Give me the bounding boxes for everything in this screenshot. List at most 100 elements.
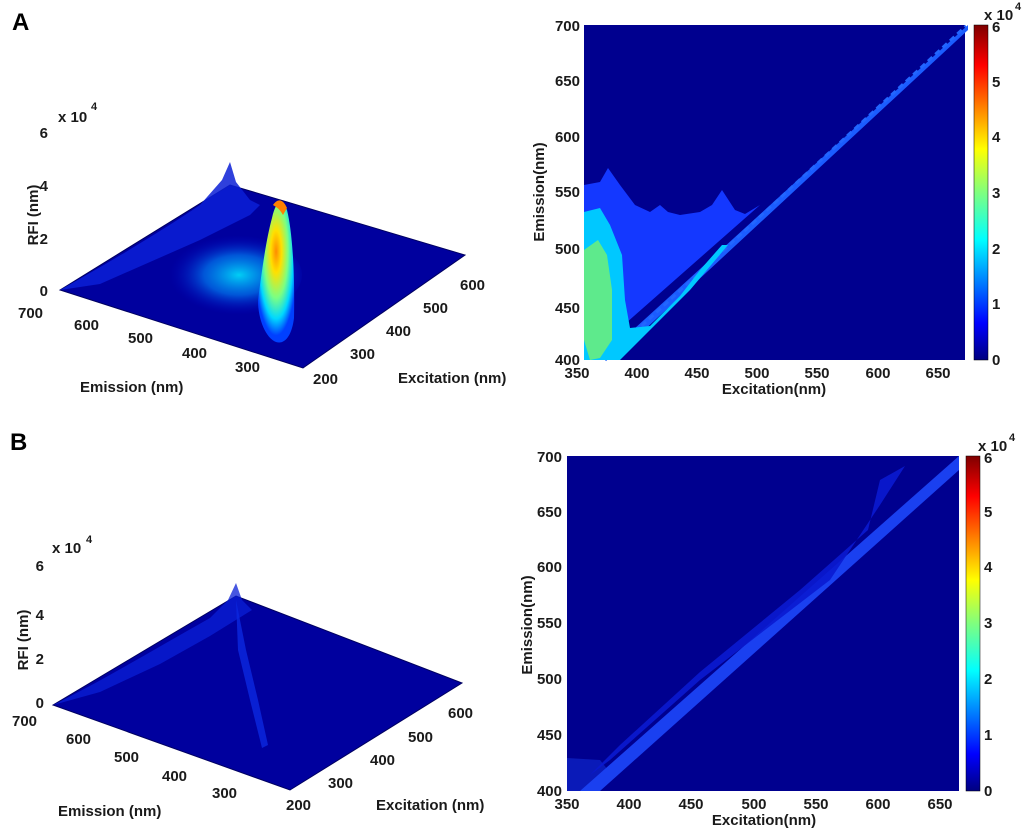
contour-level-2-a [584,208,728,360]
z-exponent-b: 4 [86,534,93,546]
z-multiplier-a: x 10 [58,109,87,126]
ex-tick-a-200: 200 [313,371,338,388]
x-tick-b-650: 650 [927,796,952,813]
y-tick-a-550: 550 [555,184,580,201]
heatmap-a [584,24,989,362]
y-axis-label-b: Emission(nm) [519,575,536,674]
y-tick-b-700: 700 [537,449,562,466]
cbar-tick-a-1: 1 [992,296,1000,313]
em-tick-b-400: 400 [162,768,187,785]
diagonal-dashes-a [603,24,968,362]
z-tick-b-6: 6 [36,558,44,575]
ex-tick-b-300: 300 [328,775,353,792]
em-tick-a-700: 700 [18,305,43,322]
x-axis-label-b-surface: Emission (nm) [58,803,161,820]
z-tick-b-4: 4 [36,607,45,624]
colorbar-b-ticks: 0 1 2 3 4 5 6 x 10 4 [978,432,1016,800]
y-tick-a-650: 650 [555,73,580,90]
em-tick-b-600: 600 [66,731,91,748]
cbar-multiplier-b: x 10 [978,438,1007,455]
heatmap-a-yticks: 400 450 500 550 600 650 700 [555,18,580,369]
colorbar-b [965,455,981,792]
x-tick-a-450: 450 [684,365,709,382]
ex-tick-b-400: 400 [370,752,395,769]
contour-level-3-a [584,240,612,360]
em-tick-b-500: 500 [114,749,139,766]
ridge-a [60,162,260,290]
z-axis-label-a: RFI (nm) [25,185,42,246]
x-tick-b-600: 600 [865,796,890,813]
cbar-tick-a-4: 4 [992,129,1001,146]
main-peak-a [258,202,295,343]
z-tick-a-6: 6 [40,125,48,142]
cbar-tick-b-6: 6 [984,450,992,467]
y-tick-b-500: 500 [537,671,562,688]
cbar-tick-b-0: 0 [984,783,992,800]
x-tick-b-400: 400 [616,796,641,813]
x-tick-b-350: 350 [554,796,579,813]
heatmap-bg-a [584,25,965,360]
y-tick-a-500: 500 [555,241,580,258]
y-tick-b-600: 600 [537,559,562,576]
z-tick-a-0: 0 [40,283,48,300]
panel-letter-a: A [12,9,29,36]
z-exponent-a: 4 [91,101,98,113]
heatmap-a-xticks: 350 400 450 500 550 600 650 [564,365,950,382]
y-tick-b-650: 650 [537,504,562,521]
ex-tick-a-600: 600 [460,277,485,294]
ex-tick-a-500: 500 [423,300,448,317]
em-tick-b-700: 700 [12,713,37,730]
ex-tick-b-200: 200 [286,797,311,814]
z-tick-b-2: 2 [36,651,44,668]
cbar-tick-b-4: 4 [984,559,993,576]
x-axis-label-a: Excitation(nm) [722,381,826,398]
y-axis-label-b-surface: Excitation (nm) [376,797,484,814]
y-tick-a-400: 400 [555,352,580,369]
em-tick-a-400: 400 [182,345,207,362]
y-axis-label-a: Emission(nm) [531,142,548,241]
z-axis-label-b: RFI (nm) [15,610,32,671]
colorbar-a [973,24,989,361]
ex-tick-b-500: 500 [408,729,433,746]
contour-level-1-a [584,168,768,360]
z-tick-b-0: 0 [36,695,44,712]
z-multiplier-b: x 10 [52,540,81,557]
em-tick-a-600: 600 [74,317,99,334]
y-tick-b-450: 450 [537,727,562,744]
x-tick-b-500: 500 [741,796,766,813]
cbar-exponent-b: 4 [1009,432,1016,444]
surface-floor-b [51,595,464,791]
x-tick-a-650: 650 [925,365,950,382]
surface-plot-b [51,583,464,791]
y-tick-a-700: 700 [555,18,580,35]
ridge-b [53,583,252,705]
cbar-tick-a-3: 3 [992,185,1000,202]
cbar-multiplier-a: x 10 [984,7,1013,24]
x-tick-a-550: 550 [804,365,829,382]
cbar-tick-a-2: 2 [992,241,1000,258]
cbar-tick-b-1: 1 [984,727,992,744]
cbar-tick-a-5: 5 [992,74,1000,91]
ex-tick-a-300: 300 [350,346,375,363]
x-axis-label-b: Excitation(nm) [712,812,816,829]
x-tick-a-350: 350 [564,365,589,382]
y-tick-a-450: 450 [555,300,580,317]
heatmap-b-xticks: 350 400 450 500 550 600 650 [554,796,952,813]
heatmap-b [567,455,981,792]
cbar-tick-b-2: 2 [984,671,992,688]
x-tick-a-400: 400 [624,365,649,382]
x-tick-b-450: 450 [678,796,703,813]
peak-cap-a [273,200,287,215]
z-tick-a-4: 4 [40,178,49,195]
y-axis-label-a-surface: Excitation (nm) [398,370,506,387]
surface-plot-a [58,162,467,369]
em-tick-a-300: 300 [235,359,260,376]
diagonal-shoulder-b [590,466,905,775]
x-axis-label-a-surface: Emission (nm) [80,379,183,396]
x-tick-a-500: 500 [744,365,769,382]
cbar-exponent-a: 4 [1015,1,1022,13]
diagonal-ridge-b [236,600,268,748]
heatmap-b-yticks: 400 450 500 550 600 650 700 [537,449,562,800]
colorbar-a-ticks: 0 1 2 3 4 5 6 x 10 4 [984,1,1022,369]
